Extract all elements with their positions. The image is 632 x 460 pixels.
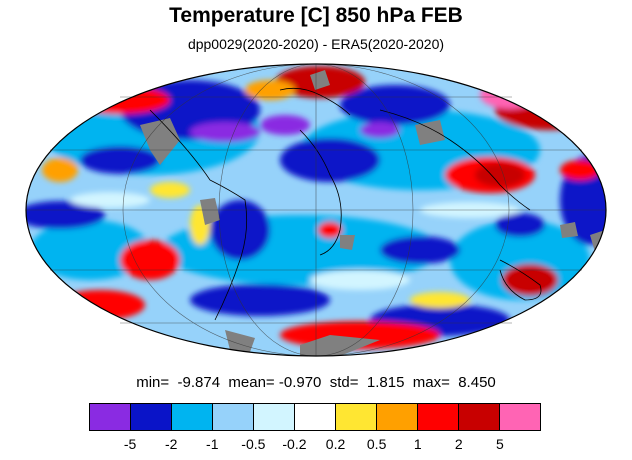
globe-outline [25,63,607,357]
stat-min-label: min= [136,374,170,391]
colorbar-swatch [90,404,131,430]
colorbar-tick-label: -1 [206,436,219,452]
map-subtitle: dpp0029(2020-2020) - ERA5(2020-2020) [187,36,445,52]
colorbar-labels: -5 -2 -1 -0.5 -0.2 0.2 0.5 1 2 5 [89,436,541,454]
stat-min-value: -9.874 [177,374,221,391]
colorbar-tick-label: -2 [164,436,178,452]
colorbar-tick-label: -5 [123,436,137,452]
colorbar-tick-label: 0.5 [366,436,387,452]
colorbar [89,403,541,431]
coastlines [149,87,542,321]
colorbar-swatch [336,404,377,430]
colorbar-tick-label: -0.2 [282,436,307,452]
colorbar-swatch [172,404,213,430]
stat-max-label: max= [412,374,450,391]
colorbar-tick-label: 2 [454,436,463,452]
colorbar-swatch [131,404,172,430]
colorbar-swatch [213,404,254,430]
colorbar-swatch [295,404,336,430]
stat-mean-value: -0.970 [278,374,322,391]
stat-std-label: std= [329,374,359,391]
statistics-line: min= -9.874 mean= -0.970 std= 1.815 max=… [0,374,632,391]
colorbar-swatch [500,404,540,430]
colorbar-tick-label: 5 [496,436,504,452]
stat-std-value: 1.815 [366,374,405,391]
colorbar-swatch [459,404,500,430]
colorbar-swatch [377,404,418,430]
colorbar-tick-label: 1 [413,436,422,452]
stat-mean-label: mean= [228,374,275,391]
colorbar-swatch [418,404,459,430]
stat-max-value: 8.450 [458,374,496,391]
colorbar-swatch [254,404,295,430]
colorbar-tick-label: -0.5 [241,436,266,452]
colorbar-tick-label: 0.2 [325,436,346,452]
map-title: Temperature [C] 850 hPa FEB [169,4,463,27]
